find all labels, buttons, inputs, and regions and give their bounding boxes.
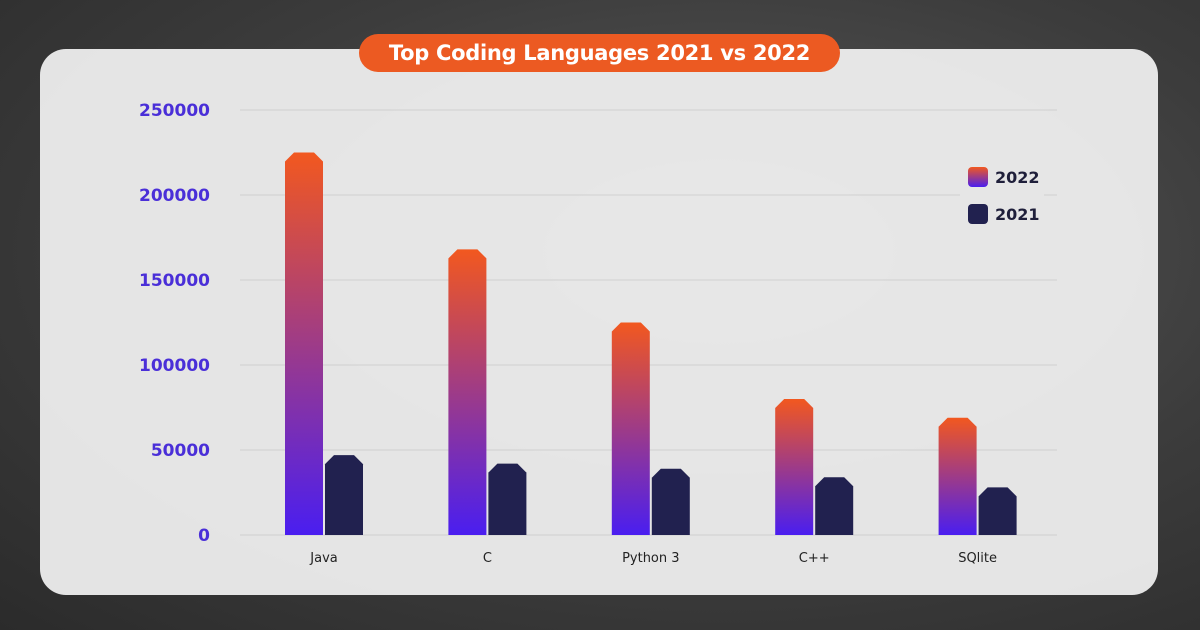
bar-2021-c	[488, 463, 527, 535]
legend-label-2022: 2022	[995, 168, 1040, 187]
x-tick-label: C++	[799, 551, 830, 566]
y-tick-label: 250000	[139, 101, 210, 121]
y-tick-label: 100000	[139, 356, 210, 376]
bar-2021-c-	[815, 477, 854, 535]
legend: 2022 2021	[960, 155, 1044, 239]
bar-2022-c	[448, 249, 487, 535]
bar-2021-java	[325, 455, 363, 535]
legend-label-2021: 2021	[995, 205, 1040, 224]
x-tick-label: Java	[309, 551, 337, 566]
y-tick-label: 50000	[151, 441, 210, 461]
y-tick-label: 150000	[139, 271, 210, 291]
bar-2022-python-3	[611, 322, 650, 535]
bar-2022-c-	[775, 399, 814, 535]
y-tick-label: 200000	[139, 186, 210, 206]
bar-2021-python-3	[651, 468, 690, 535]
y-tick-label: 0	[198, 526, 210, 546]
x-tick-label: C	[483, 551, 492, 566]
x-tick-label: SQlite	[958, 551, 997, 566]
bars	[285, 152, 1017, 535]
legend-swatch-2021	[968, 204, 988, 224]
legend-swatch-2022	[968, 167, 988, 187]
bar-2022-java	[285, 152, 323, 535]
y-axis: 0 50000 100000 150000 200000 250000	[139, 101, 210, 546]
x-tick-label: Python 3	[622, 551, 679, 566]
x-axis: Java C Python 3 C++ SQlite	[309, 551, 997, 566]
bar-2021-sqlite	[978, 487, 1017, 535]
chart-title: Top Coding Languages 2021 vs 2022	[359, 34, 840, 72]
bar-2022-sqlite	[938, 417, 977, 535]
